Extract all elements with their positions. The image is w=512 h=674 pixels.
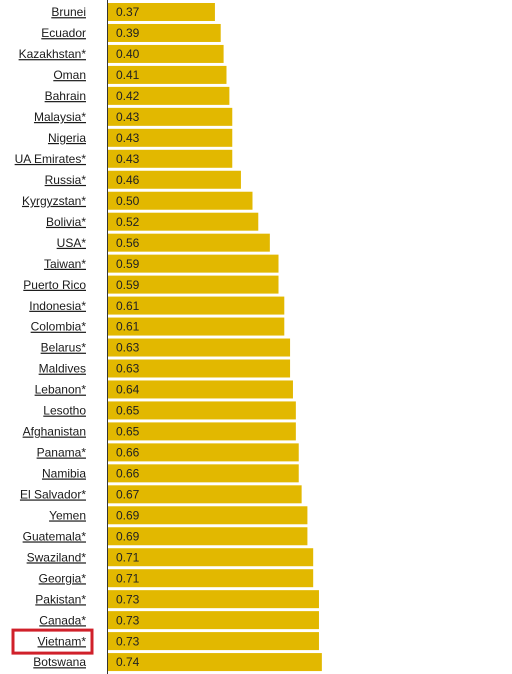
bar [108, 464, 299, 483]
value-label: 0.37 [116, 5, 140, 19]
bar [108, 380, 293, 399]
category-label[interactable]: Brunei [51, 5, 86, 19]
category-label[interactable]: Puerto Rico [23, 278, 86, 292]
category-label[interactable]: Canada* [39, 613, 86, 627]
value-label: 0.52 [116, 215, 140, 229]
category-label[interactable]: USA* [57, 236, 87, 250]
bar [108, 86, 230, 105]
bar [108, 422, 296, 441]
bar [108, 107, 233, 126]
category-label[interactable]: Taiwan* [44, 257, 86, 271]
category-label[interactable]: Oman [53, 68, 86, 82]
category-label[interactable]: Nigeria [48, 131, 86, 145]
value-label: 0.42 [116, 89, 140, 103]
value-label: 0.73 [116, 592, 140, 606]
category-label[interactable]: Lebanon* [35, 383, 87, 397]
bar [108, 569, 314, 588]
bar [108, 128, 233, 147]
category-label[interactable]: Ecuador [41, 26, 86, 40]
value-label: 0.71 [116, 550, 140, 564]
value-label: 0.41 [116, 68, 140, 82]
value-label: 0.39 [116, 26, 140, 40]
value-label: 0.59 [116, 278, 140, 292]
value-label: 0.63 [116, 341, 140, 355]
bar [108, 149, 233, 168]
category-label[interactable]: Namibia [42, 467, 86, 481]
category-label[interactable]: Kazakhstan* [19, 47, 87, 61]
bar [108, 506, 308, 525]
category-label[interactable]: Swaziland* [27, 550, 87, 564]
category-label[interactable]: El Salvador* [20, 487, 86, 501]
value-label: 0.71 [116, 571, 140, 585]
category-label[interactable]: UA Emirates* [15, 152, 87, 166]
bar [108, 296, 285, 315]
bar [108, 338, 291, 357]
category-label[interactable]: Belarus* [41, 341, 87, 355]
category-label[interactable]: Indonesia* [29, 299, 86, 313]
value-label: 0.61 [116, 320, 140, 334]
value-label: 0.73 [116, 634, 140, 648]
category-label[interactable]: Botswana [33, 655, 86, 669]
category-label[interactable]: Colombia* [31, 320, 87, 334]
value-label: 0.46 [116, 173, 140, 187]
value-label: 0.65 [116, 404, 140, 418]
value-label: 0.40 [116, 47, 140, 61]
bar [108, 590, 319, 609]
category-label[interactable]: Georgia* [39, 571, 87, 585]
category-label[interactable]: Malaysia* [34, 110, 86, 124]
bar [108, 527, 308, 546]
value-label: 0.66 [116, 467, 140, 481]
bar [108, 548, 314, 567]
bar [108, 443, 299, 462]
category-label[interactable]: Bolivia* [46, 215, 86, 229]
value-label: 0.59 [116, 257, 140, 271]
category-label[interactable]: Pakistan* [35, 592, 86, 606]
value-label: 0.43 [116, 110, 140, 124]
value-label: 0.65 [116, 425, 140, 439]
value-label: 0.61 [116, 299, 140, 313]
category-label[interactable]: Bahrain [45, 89, 86, 103]
bar [108, 65, 227, 84]
bar [108, 170, 241, 189]
category-label[interactable]: Panama* [37, 446, 87, 460]
bar [108, 275, 279, 294]
value-label: 0.66 [116, 446, 140, 460]
category-label[interactable]: Afghanistan [23, 425, 86, 439]
bar [108, 611, 319, 630]
category-label[interactable]: Vietnam* [38, 634, 87, 648]
bar [108, 401, 296, 420]
value-label: 0.56 [116, 236, 140, 250]
bar [108, 3, 215, 21]
bar [108, 212, 259, 231]
bar [108, 191, 253, 210]
category-label[interactable]: Kyrgyzstan* [22, 194, 86, 208]
bar [108, 317, 285, 336]
value-label: 0.43 [116, 131, 140, 145]
category-label[interactable]: Guatemala* [23, 529, 87, 543]
value-label: 0.43 [116, 152, 140, 166]
category-label[interactable]: Lesotho [43, 404, 86, 418]
value-label: 0.63 [116, 362, 140, 376]
category-label[interactable]: Maldives [39, 362, 86, 376]
bar [108, 254, 279, 273]
bar [108, 44, 224, 63]
bar [108, 485, 302, 504]
value-label: 0.67 [116, 487, 140, 501]
bar [108, 653, 322, 672]
value-label: 0.69 [116, 529, 140, 543]
value-label: 0.69 [116, 508, 140, 522]
category-label[interactable]: Russia* [45, 173, 87, 187]
category-label[interactable]: Yemen [49, 508, 86, 522]
bar [108, 233, 270, 252]
bar [108, 23, 221, 42]
bar [108, 632, 319, 651]
highlight-box [11, 628, 94, 655]
bar [108, 359, 291, 378]
value-label: 0.64 [116, 383, 140, 397]
value-label: 0.73 [116, 613, 140, 627]
value-label: 0.50 [116, 194, 140, 208]
value-label: 0.74 [116, 655, 140, 669]
